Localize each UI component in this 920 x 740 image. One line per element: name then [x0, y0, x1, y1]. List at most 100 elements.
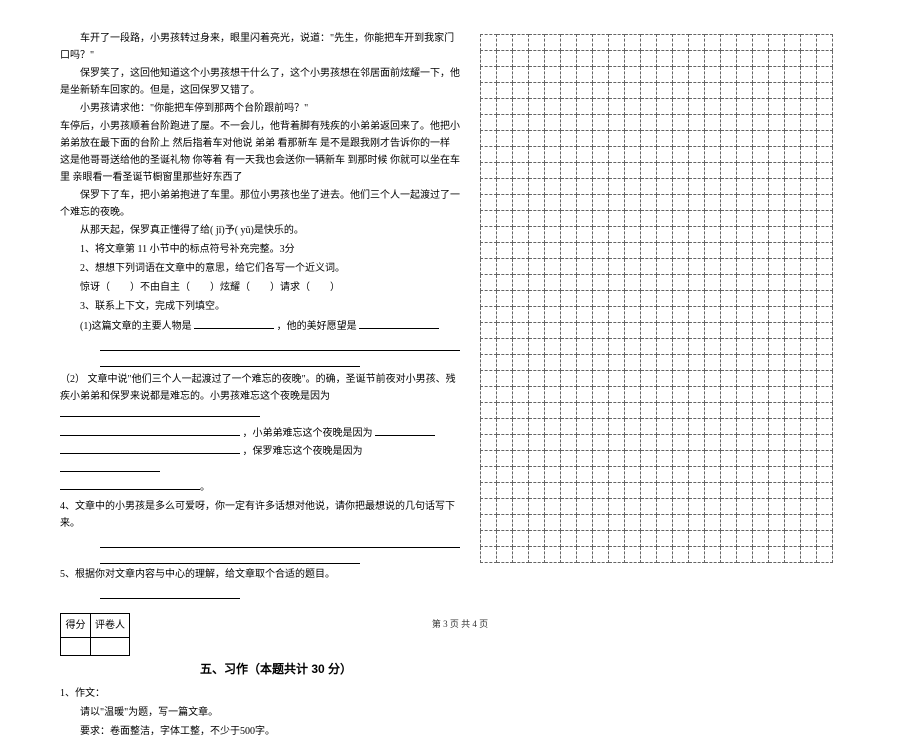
grid-cell[interactable] — [641, 355, 657, 371]
grid-cell[interactable] — [689, 163, 705, 179]
grid-cell[interactable] — [753, 99, 769, 115]
grid-cell[interactable] — [641, 259, 657, 275]
grid-cell[interactable] — [753, 323, 769, 339]
grid-cell[interactable] — [481, 179, 497, 195]
grid-cell[interactable] — [529, 179, 545, 195]
grid-cell[interactable] — [705, 83, 721, 99]
grid-cell[interactable] — [769, 291, 785, 307]
grid-cell[interactable] — [529, 371, 545, 387]
grid-cell[interactable] — [721, 419, 737, 435]
grid-cell[interactable] — [545, 531, 561, 547]
grid-cell[interactable] — [513, 195, 529, 211]
grid-cell[interactable] — [689, 515, 705, 531]
answer-line[interactable] — [100, 585, 240, 599]
grid-cell[interactable] — [721, 435, 737, 451]
grid-cell[interactable] — [641, 435, 657, 451]
grid-cell[interactable] — [529, 355, 545, 371]
grid-cell[interactable] — [657, 179, 673, 195]
grid-cell[interactable] — [817, 67, 833, 83]
grid-cell[interactable] — [561, 259, 577, 275]
grid-cell[interactable] — [481, 531, 497, 547]
grid-cell[interactable] — [817, 355, 833, 371]
grid-cell[interactable] — [481, 387, 497, 403]
grid-cell[interactable] — [673, 371, 689, 387]
grid-cell[interactable] — [593, 83, 609, 99]
grid-cell[interactable] — [705, 163, 721, 179]
grid-cell[interactable] — [657, 483, 673, 499]
grid-cell[interactable] — [545, 307, 561, 323]
grid-cell[interactable] — [545, 339, 561, 355]
grid-cell[interactable] — [705, 243, 721, 259]
grid-cell[interactable] — [641, 211, 657, 227]
grid-cell[interactable] — [529, 403, 545, 419]
grid-cell[interactable] — [657, 355, 673, 371]
grid-cell[interactable] — [641, 403, 657, 419]
blank-input[interactable] — [375, 424, 435, 436]
grid-cell[interactable] — [561, 515, 577, 531]
grid-cell[interactable] — [705, 227, 721, 243]
grid-cell[interactable] — [641, 163, 657, 179]
grid-cell[interactable] — [657, 291, 673, 307]
grid-cell[interactable] — [769, 483, 785, 499]
grid-cell[interactable] — [641, 339, 657, 355]
grid-cell[interactable] — [545, 355, 561, 371]
grid-cell[interactable] — [689, 179, 705, 195]
grid-cell[interactable] — [673, 451, 689, 467]
grid-cell[interactable] — [657, 531, 673, 547]
grid-cell[interactable] — [593, 115, 609, 131]
grid-cell[interactable] — [817, 323, 833, 339]
grid-cell[interactable] — [785, 467, 801, 483]
grid-cell[interactable] — [625, 259, 641, 275]
grid-cell[interactable] — [673, 227, 689, 243]
grid-cell[interactable] — [721, 83, 737, 99]
grid-cell[interactable] — [529, 307, 545, 323]
grid-cell[interactable] — [609, 35, 625, 51]
grid-cell[interactable] — [593, 195, 609, 211]
grid-cell[interactable] — [785, 259, 801, 275]
grid-cell[interactable] — [753, 483, 769, 499]
grid-cell[interactable] — [689, 227, 705, 243]
grid-cell[interactable] — [577, 35, 593, 51]
grid-cell[interactable] — [737, 99, 753, 115]
grid-cell[interactable] — [785, 211, 801, 227]
grid-cell[interactable] — [737, 35, 753, 51]
grid-cell[interactable] — [673, 467, 689, 483]
grid-cell[interactable] — [497, 99, 513, 115]
grid-cell[interactable] — [737, 115, 753, 131]
grid-cell[interactable] — [641, 51, 657, 67]
grid-cell[interactable] — [657, 115, 673, 131]
grid-cell[interactable] — [529, 275, 545, 291]
grid-cell[interactable] — [497, 531, 513, 547]
grid-cell[interactable] — [769, 227, 785, 243]
grid-cell[interactable] — [577, 371, 593, 387]
grid-cell[interactable] — [689, 547, 705, 563]
answer-line[interactable] — [100, 353, 360, 367]
grid-cell[interactable] — [561, 403, 577, 419]
grid-cell[interactable] — [689, 35, 705, 51]
grid-cell[interactable] — [593, 467, 609, 483]
grid-cell[interactable] — [705, 307, 721, 323]
grid-cell[interactable] — [673, 387, 689, 403]
grid-cell[interactable] — [577, 339, 593, 355]
grid-cell[interactable] — [817, 259, 833, 275]
grid-cell[interactable] — [561, 67, 577, 83]
grid-cell[interactable] — [561, 35, 577, 51]
grid-cell[interactable] — [801, 179, 817, 195]
grid-cell[interactable] — [625, 355, 641, 371]
grid-cell[interactable] — [561, 131, 577, 147]
grid-cell[interactable] — [801, 403, 817, 419]
grid-cell[interactable] — [769, 67, 785, 83]
grid-cell[interactable] — [577, 147, 593, 163]
grid-cell[interactable] — [721, 131, 737, 147]
grid-cell[interactable] — [705, 403, 721, 419]
grid-cell[interactable] — [593, 51, 609, 67]
grid-cell[interactable] — [769, 163, 785, 179]
grid-cell[interactable] — [705, 211, 721, 227]
grid-cell[interactable] — [817, 115, 833, 131]
grid-cell[interactable] — [577, 243, 593, 259]
grid-cell[interactable] — [641, 419, 657, 435]
grid-cell[interactable] — [481, 355, 497, 371]
grid-cell[interactable] — [769, 387, 785, 403]
grid-cell[interactable] — [657, 147, 673, 163]
grid-cell[interactable] — [673, 163, 689, 179]
